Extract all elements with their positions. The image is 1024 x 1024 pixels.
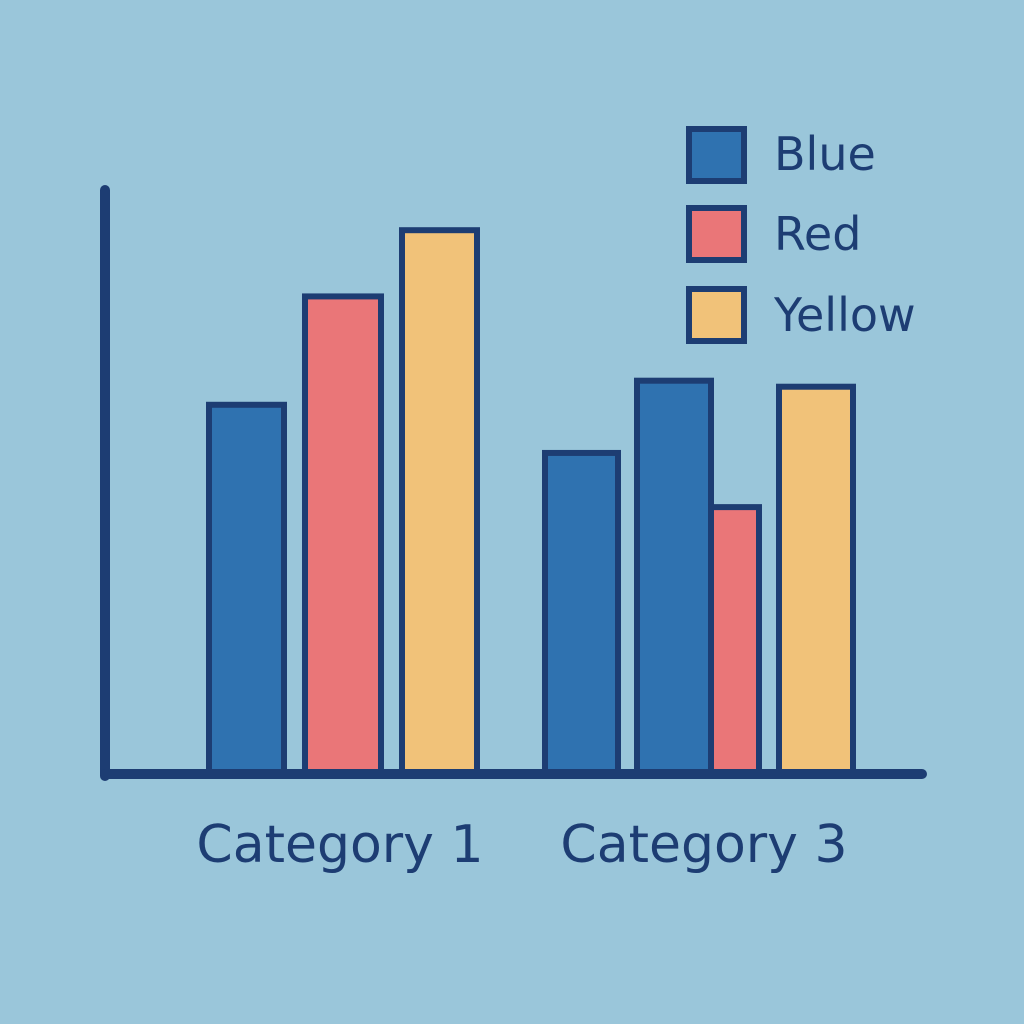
bar-group2-3-red [708, 504, 762, 775]
legend-label-yellow: Yellow [773, 288, 916, 342]
bar-group1-1-blue [206, 401, 287, 775]
bar-group2-4-yellow [776, 383, 856, 775]
bar-group2-2-blue [634, 377, 714, 775]
legend-swatch-yellow [686, 286, 747, 344]
legend-swatch-blue [686, 126, 747, 184]
category-label-3: Category 3 [560, 815, 847, 875]
bar-group2-1-blue [542, 449, 621, 775]
category-label-1: Category 1 [196, 815, 483, 875]
legend-label-red: Red [774, 207, 861, 261]
legend-swatch-red [686, 205, 747, 263]
bars-layer [206, 227, 856, 775]
legend-label-blue: Blue [774, 127, 876, 181]
bar-group1-2-red [302, 293, 384, 775]
bar-group1-3-yellow [399, 227, 480, 775]
legend: Blue Red Yellow [686, 126, 916, 344]
